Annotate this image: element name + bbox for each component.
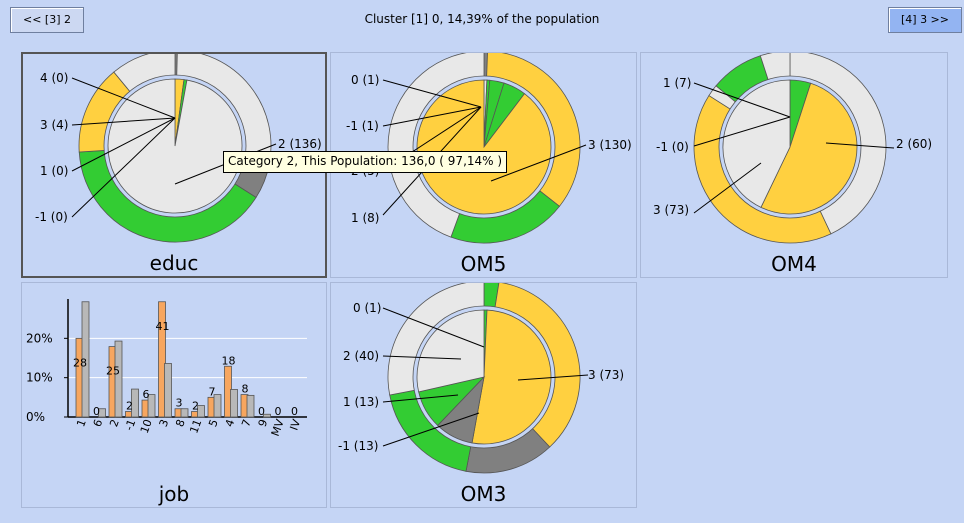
om5-label-1: 1 (8) [351, 211, 379, 225]
bar-data-label: 3 [176, 397, 183, 410]
educ-label-4: 4 (0) [40, 71, 68, 85]
bar-data-label: 28 [73, 356, 87, 369]
bar[interactable] [147, 394, 156, 418]
x-tick-label: 9 [256, 418, 271, 429]
x-tick-label: MV [269, 417, 287, 438]
x-tick-label: 5 [206, 418, 221, 429]
bar-data-label: 2 [192, 399, 199, 412]
bar[interactable] [180, 408, 189, 418]
om3-panel[interactable]: 0 (1) 2 (40) 1 (13) -1 (13) 3 (73) OM3 [330, 282, 637, 508]
educ-title: educ [149, 251, 199, 275]
om4-label-1: 1 (7) [663, 76, 691, 90]
bar[interactable] [197, 405, 205, 418]
om4-pie-chart[interactable]: 1 (7) -1 (0) 3 (73) 2 (60) [641, 53, 949, 279]
bar-data-label: 0 [258, 405, 265, 418]
x-tick-label: 1 [74, 418, 89, 429]
job-title: job [158, 482, 190, 506]
bar-data-label: 41 [156, 320, 170, 333]
bar[interactable] [131, 388, 139, 418]
om3-inner-slice-4[interactable] [416, 309, 485, 393]
x-tick-label: 10 [138, 418, 155, 436]
bar[interactable] [98, 408, 106, 418]
x-tick-label: -1 [122, 418, 138, 433]
educ-label-3: 3 (4) [40, 118, 68, 132]
bar-data-label: 0 [291, 405, 298, 418]
om4-label-minus1: -1 (0) [656, 140, 689, 154]
educ-pie-chart[interactable]: 4 (0) 3 (4) 1 (0) -1 (0) 2 (136) [23, 54, 327, 278]
next-cluster-button[interactable]: [4] 3 >> [888, 7, 962, 33]
om4-title: OM4 [771, 252, 817, 276]
om4-inner-slice-2[interactable] [760, 82, 858, 215]
bar-data-label: 18 [222, 354, 236, 367]
y-tick-label: 10% [26, 371, 53, 385]
bar-data-label: 0 [275, 405, 282, 418]
om5-label-3: 3 (130) [588, 138, 632, 152]
om5-label-0: 0 (1) [351, 73, 379, 87]
om3-label-3: 3 (73) [588, 368, 624, 382]
cluster-title: Cluster [1] 0, 14,39% of the population [364, 12, 600, 26]
om3-pie-chart[interactable]: 0 (1) 2 (40) 1 (13) -1 (13) 3 (73) [331, 283, 638, 509]
category-tooltip: Category 2, This Population: 136,0 ( 97,… [223, 151, 508, 173]
om5-inner-slice-4[interactable] [416, 79, 552, 215]
om3-title: OM3 [460, 482, 507, 506]
bar[interactable] [158, 301, 166, 418]
x-tick-label: 3 [157, 418, 172, 429]
om3-label-2: 2 (40) [343, 349, 379, 363]
educ-inner-slice-4[interactable] [107, 78, 243, 214]
bar[interactable] [263, 413, 271, 418]
job-panel[interactable]: 0% 10% 20% 28 1 0 6 25 2 2 -1 6 10 41 3 3 8 2 11 7 5 18 4 8 7 0 9 0… [21, 282, 327, 508]
educ-label-1: 1 (0) [40, 164, 68, 178]
om3-label-0: 0 (1) [353, 301, 381, 315]
bar[interactable] [230, 389, 238, 418]
x-tick-label: 8 [173, 418, 188, 429]
om3-label-1: 1 (13) [343, 395, 379, 409]
x-tick-label: IV [287, 417, 303, 432]
bar-data-label: 0 [93, 405, 100, 418]
om4-label-3: 3 (73) [653, 203, 689, 217]
bar[interactable] [81, 301, 90, 418]
x-tick-label: 2 [107, 418, 122, 429]
y-tick-label: 20% [26, 331, 53, 345]
bar[interactable] [246, 394, 255, 418]
educ-label-minus1: -1 (0) [35, 210, 68, 224]
om4-label-2: 2 (60) [896, 137, 932, 151]
previous-cluster-button[interactable]: << [3] 2 [10, 7, 84, 33]
x-tick-label: 11 [187, 418, 204, 436]
educ-label-2: 2 (136) [278, 137, 322, 151]
om4-panel[interactable]: 1 (7) -1 (0) 3 (73) 2 (60) OM4 [640, 52, 948, 278]
bar-data-label: 7 [209, 385, 216, 398]
job-bar-chart[interactable]: 0%10%20%281062522-1610413382117518487090… [22, 283, 328, 509]
om3-label-minus1: -1 (13) [338, 439, 378, 453]
bar[interactable] [114, 340, 123, 418]
bar-data-label: 8 [242, 383, 249, 396]
bar-data-label: 6 [143, 388, 150, 401]
om5-title: OM5 [460, 252, 507, 276]
om3-inner-slice-1[interactable] [471, 309, 552, 445]
bar[interactable] [213, 394, 222, 418]
bar[interactable] [164, 363, 172, 418]
om4-inner-slice-3[interactable] [722, 79, 791, 208]
x-tick-label: 4 [223, 418, 238, 429]
om5-label-minus1: -1 (1) [346, 119, 379, 133]
bar-data-label: 2 [126, 399, 133, 412]
x-tick-label: 6 [91, 418, 106, 429]
x-tick-label: 7 [239, 418, 254, 429]
y-tick-label: 0% [26, 410, 45, 424]
bar-data-label: 25 [106, 365, 120, 378]
